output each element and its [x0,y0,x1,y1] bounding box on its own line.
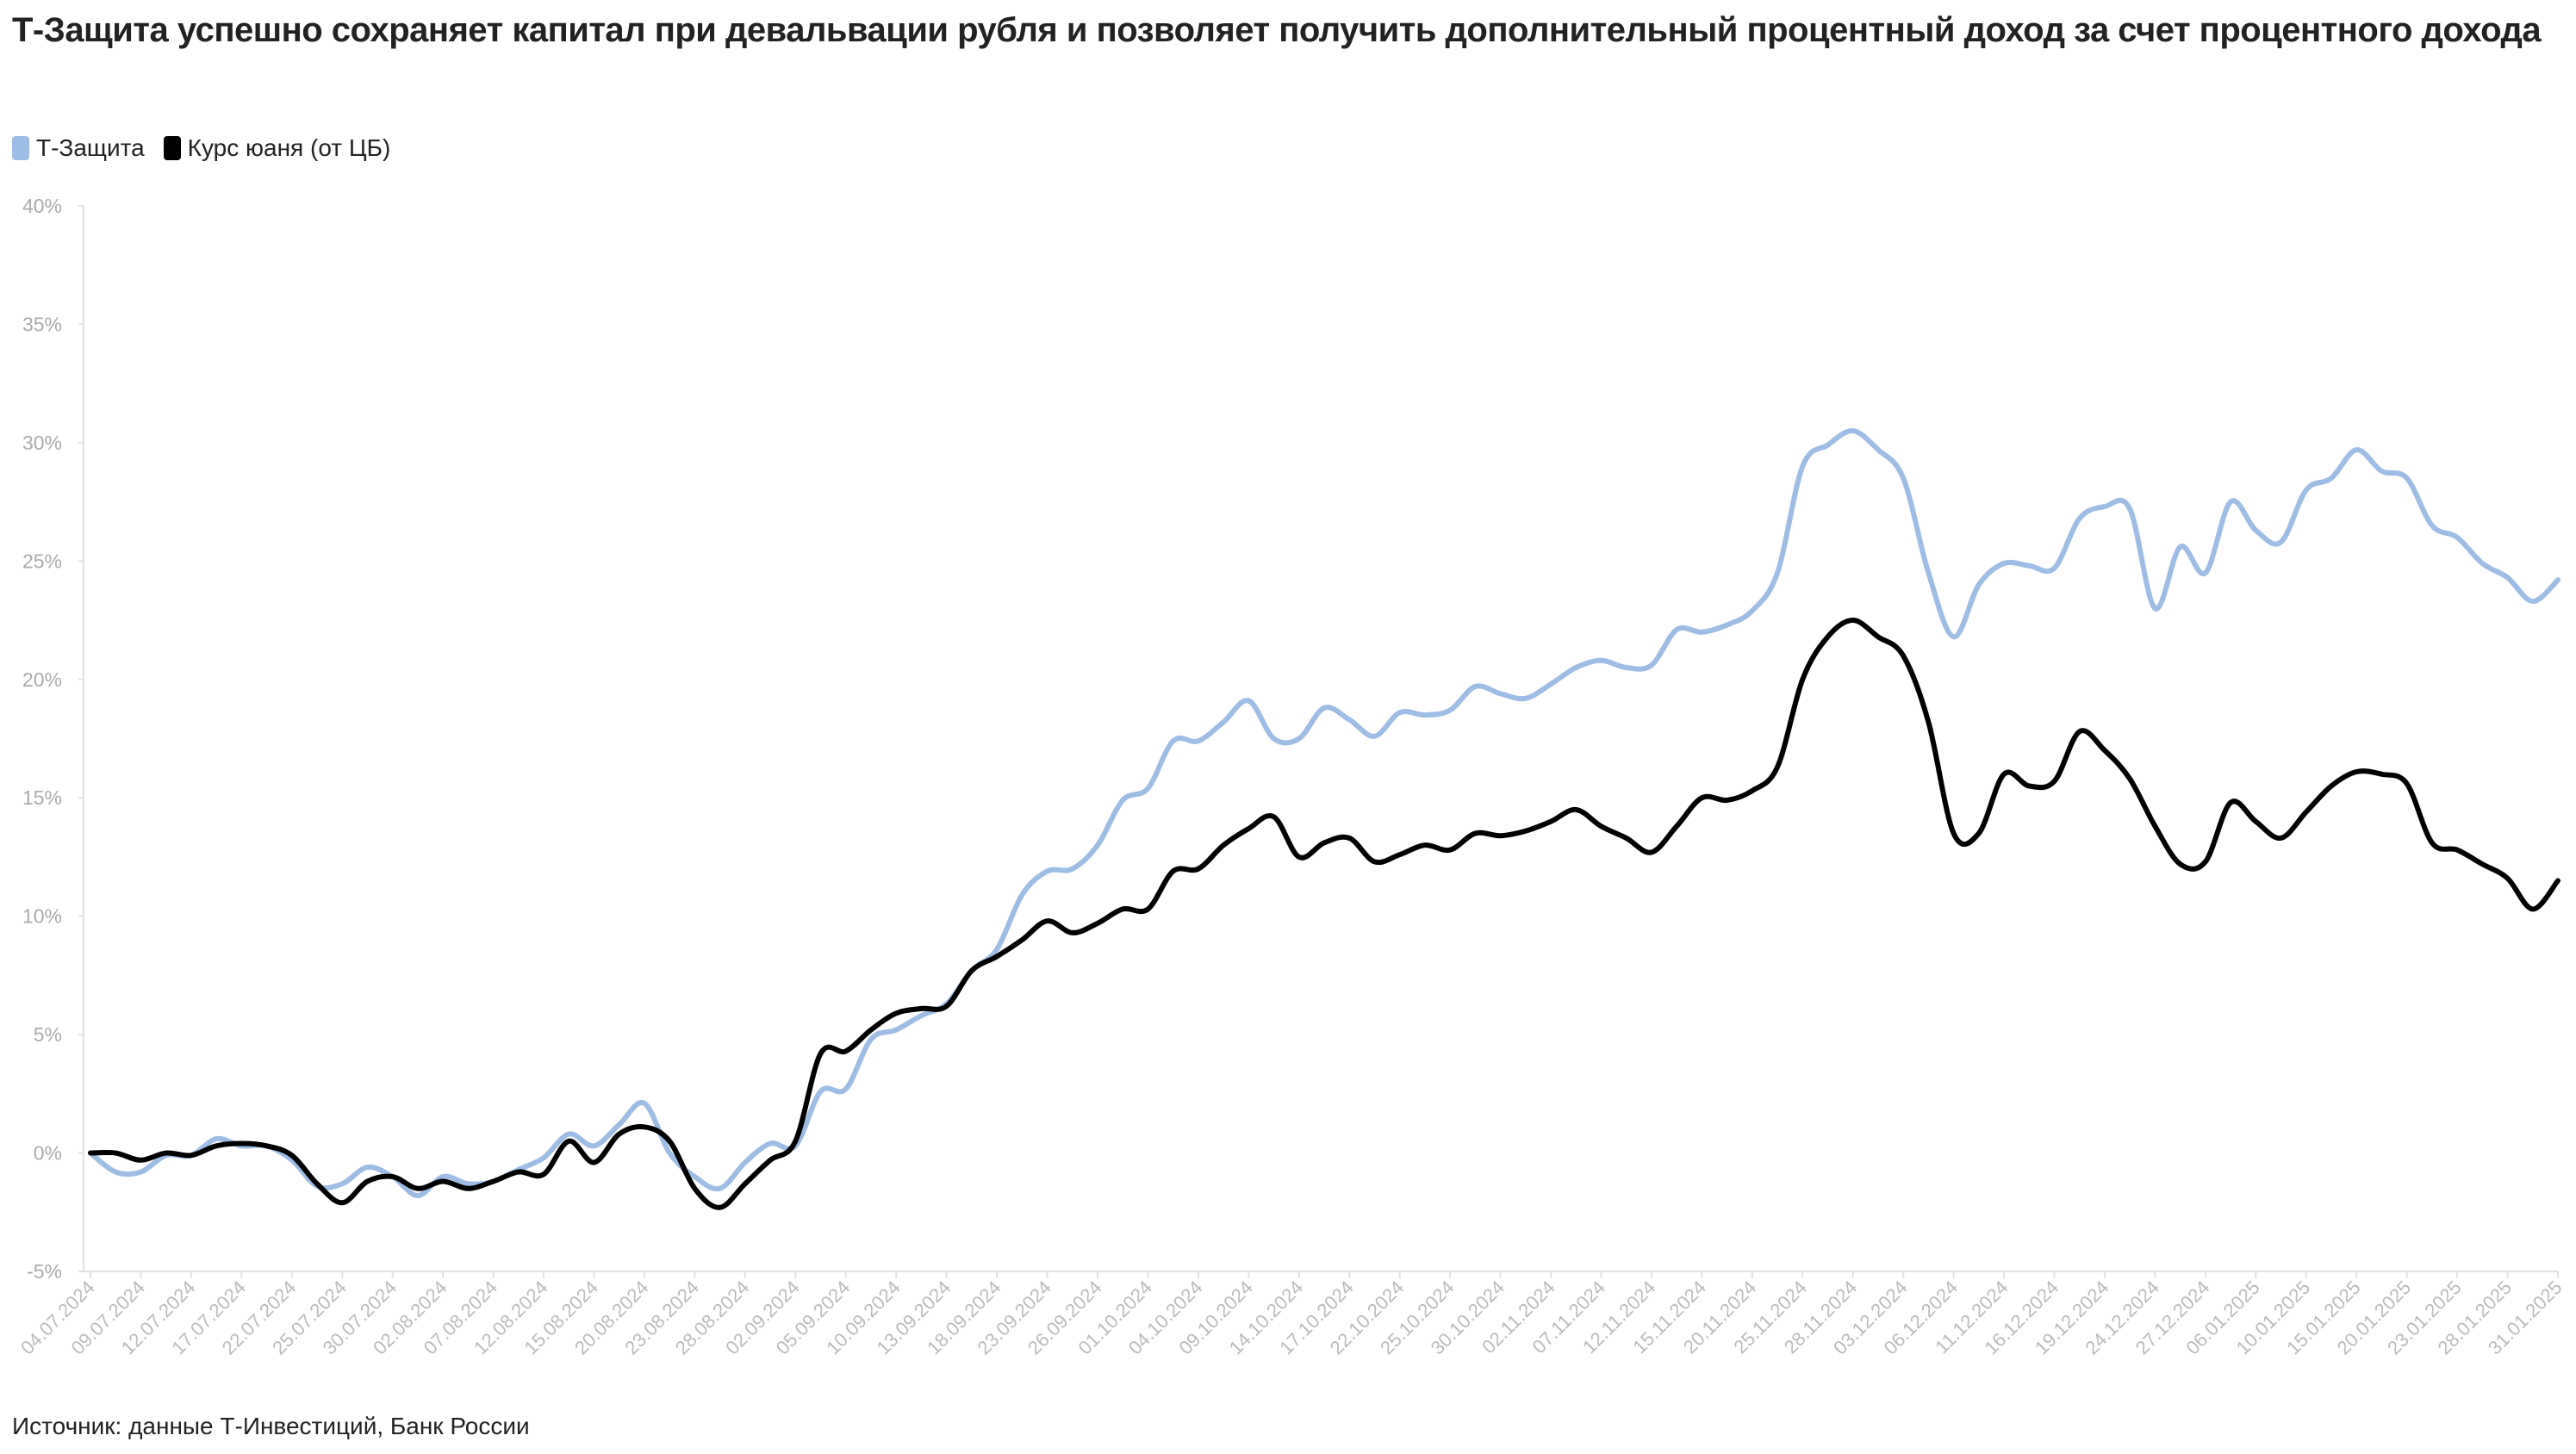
y-tick-label: 15% [22,786,62,809]
legend-label: Курс юаня (от ЦБ) [187,134,391,161]
y-tick-label: 40% [22,195,62,217]
y-tick-label: 10% [22,905,62,928]
legend-item: Т-Защита [12,134,145,162]
legend: Т-Защита Курс юаня (от ЦБ) [12,134,390,162]
y-tick-label: 5% [34,1023,62,1046]
y-tick-label: -5% [27,1260,62,1283]
chart-title: Т-Защита успешно сохраняет капитал при д… [12,11,2542,49]
y-tick-label: 25% [22,550,62,572]
legend-swatch [12,136,29,160]
source-note: Источник: данные Т-Инвестиций, Банк Росс… [12,1413,530,1439]
legend-item: Курс юаня (от ЦБ) [163,134,391,162]
legend-swatch [163,136,181,160]
y-tick-label: 35% [22,313,62,335]
y-tick-label: 30% [22,432,62,454]
y-tick-label: 20% [22,668,62,691]
series-line [88,428,2560,1199]
y-tick-label: 0% [34,1142,62,1165]
chart: -5%0%5%10%15%20%25%30%35%40%04.07.202409… [16,195,2567,1358]
series-line [88,618,2560,1210]
legend-label: Т-Защита [36,134,145,161]
